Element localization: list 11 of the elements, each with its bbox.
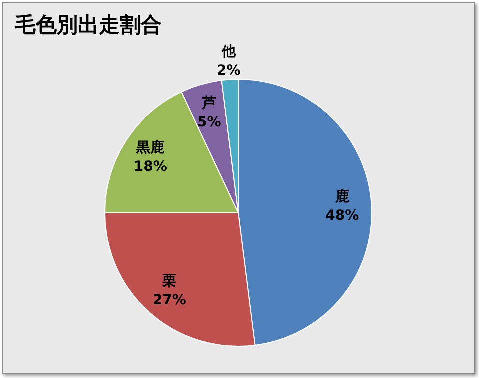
slice-label: 他 (220, 44, 237, 60)
slice-label: 黒鹿 (136, 138, 165, 156)
data-label: 5% (198, 114, 222, 131)
chart-title: 毛色別出走割合 (15, 12, 162, 39)
slice-label: 鹿 (334, 188, 350, 206)
data-label: 48% (326, 208, 360, 224)
data-label: 18% (134, 158, 168, 175)
slice-label: 芦 (201, 96, 216, 112)
slice-label: 栗 (162, 274, 177, 290)
data-label: 27% (152, 292, 186, 309)
data-label: 2% (217, 62, 241, 79)
